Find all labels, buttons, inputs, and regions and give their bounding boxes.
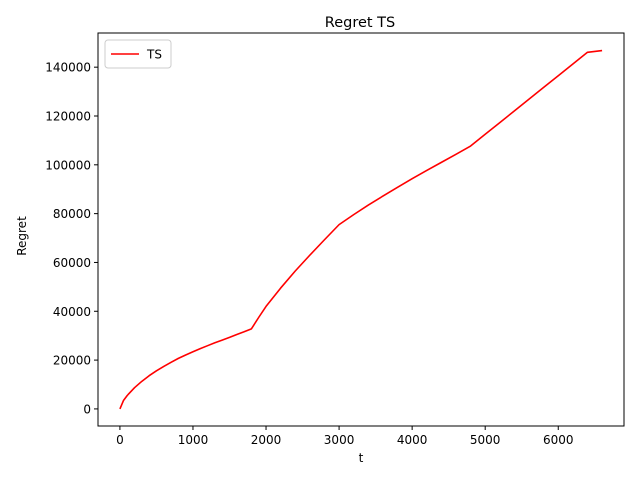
x-tick-label: 2000 <box>251 433 282 447</box>
x-tick-label: 3000 <box>324 433 355 447</box>
legend-label: TS <box>146 48 162 62</box>
x-tick-label: 5000 <box>470 433 501 447</box>
y-tick-label: 60000 <box>53 256 91 270</box>
y-axis-label: Regret <box>15 216 29 256</box>
y-tick-label: 0 <box>83 402 91 416</box>
x-tick-label: 0 <box>116 433 124 447</box>
chart-title: Regret TS <box>325 15 395 31</box>
x-tick-label: 4000 <box>397 433 428 447</box>
x-axis-label: t <box>359 451 364 465</box>
legend: TS <box>104 39 172 69</box>
y-tick-label: 140000 <box>45 61 91 75</box>
x-tick-label: 6000 <box>543 433 574 447</box>
y-tick-label: 20000 <box>53 354 91 368</box>
y-tick-label: 100000 <box>45 158 91 172</box>
y-tick-label: 80000 <box>53 207 91 221</box>
y-tick-label: 120000 <box>45 109 91 123</box>
x-tick-label: 1000 <box>178 433 209 447</box>
y-tick-label: 40000 <box>53 305 91 319</box>
plot-frame <box>97 32 625 427</box>
series-line-ts <box>119 49 603 410</box>
